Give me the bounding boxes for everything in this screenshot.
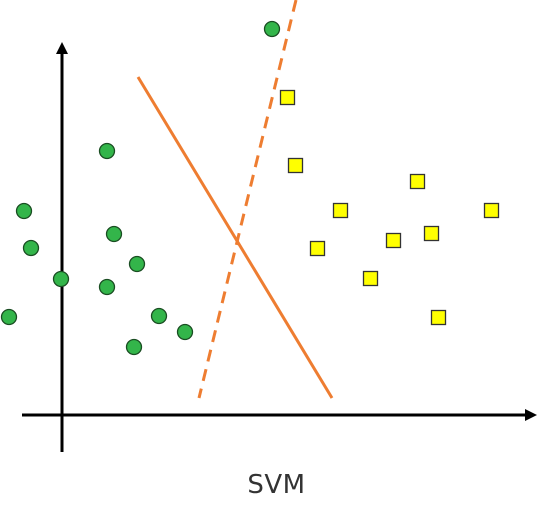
circle-point [105, 225, 123, 243]
square-point [385, 232, 402, 249]
circle-point [52, 270, 70, 288]
decision-boundaries [136, 0, 334, 399]
square-point [430, 309, 447, 326]
circle-point [125, 338, 143, 356]
dashed-boundary-line [197, 0, 298, 399]
square-point [279, 89, 296, 106]
square-point [309, 240, 326, 257]
circle-point [263, 20, 281, 38]
solid-boundary-line [136, 76, 334, 399]
square-point [287, 157, 304, 174]
circle-point [22, 239, 40, 257]
circle-point [128, 255, 146, 273]
circle-point [0, 308, 18, 326]
diagram-caption: SVM [247, 470, 306, 500]
class-a-points [0, 20, 281, 356]
circle-point [98, 278, 116, 296]
square-point [409, 173, 426, 190]
circle-point [150, 307, 168, 325]
circle-point [15, 202, 33, 220]
square-point [483, 202, 500, 219]
class-b-points [279, 89, 500, 326]
circle-point [98, 142, 116, 160]
square-point [332, 202, 349, 219]
square-point [362, 270, 379, 287]
axes [22, 42, 537, 452]
circle-point [176, 323, 194, 341]
square-point [423, 225, 440, 242]
